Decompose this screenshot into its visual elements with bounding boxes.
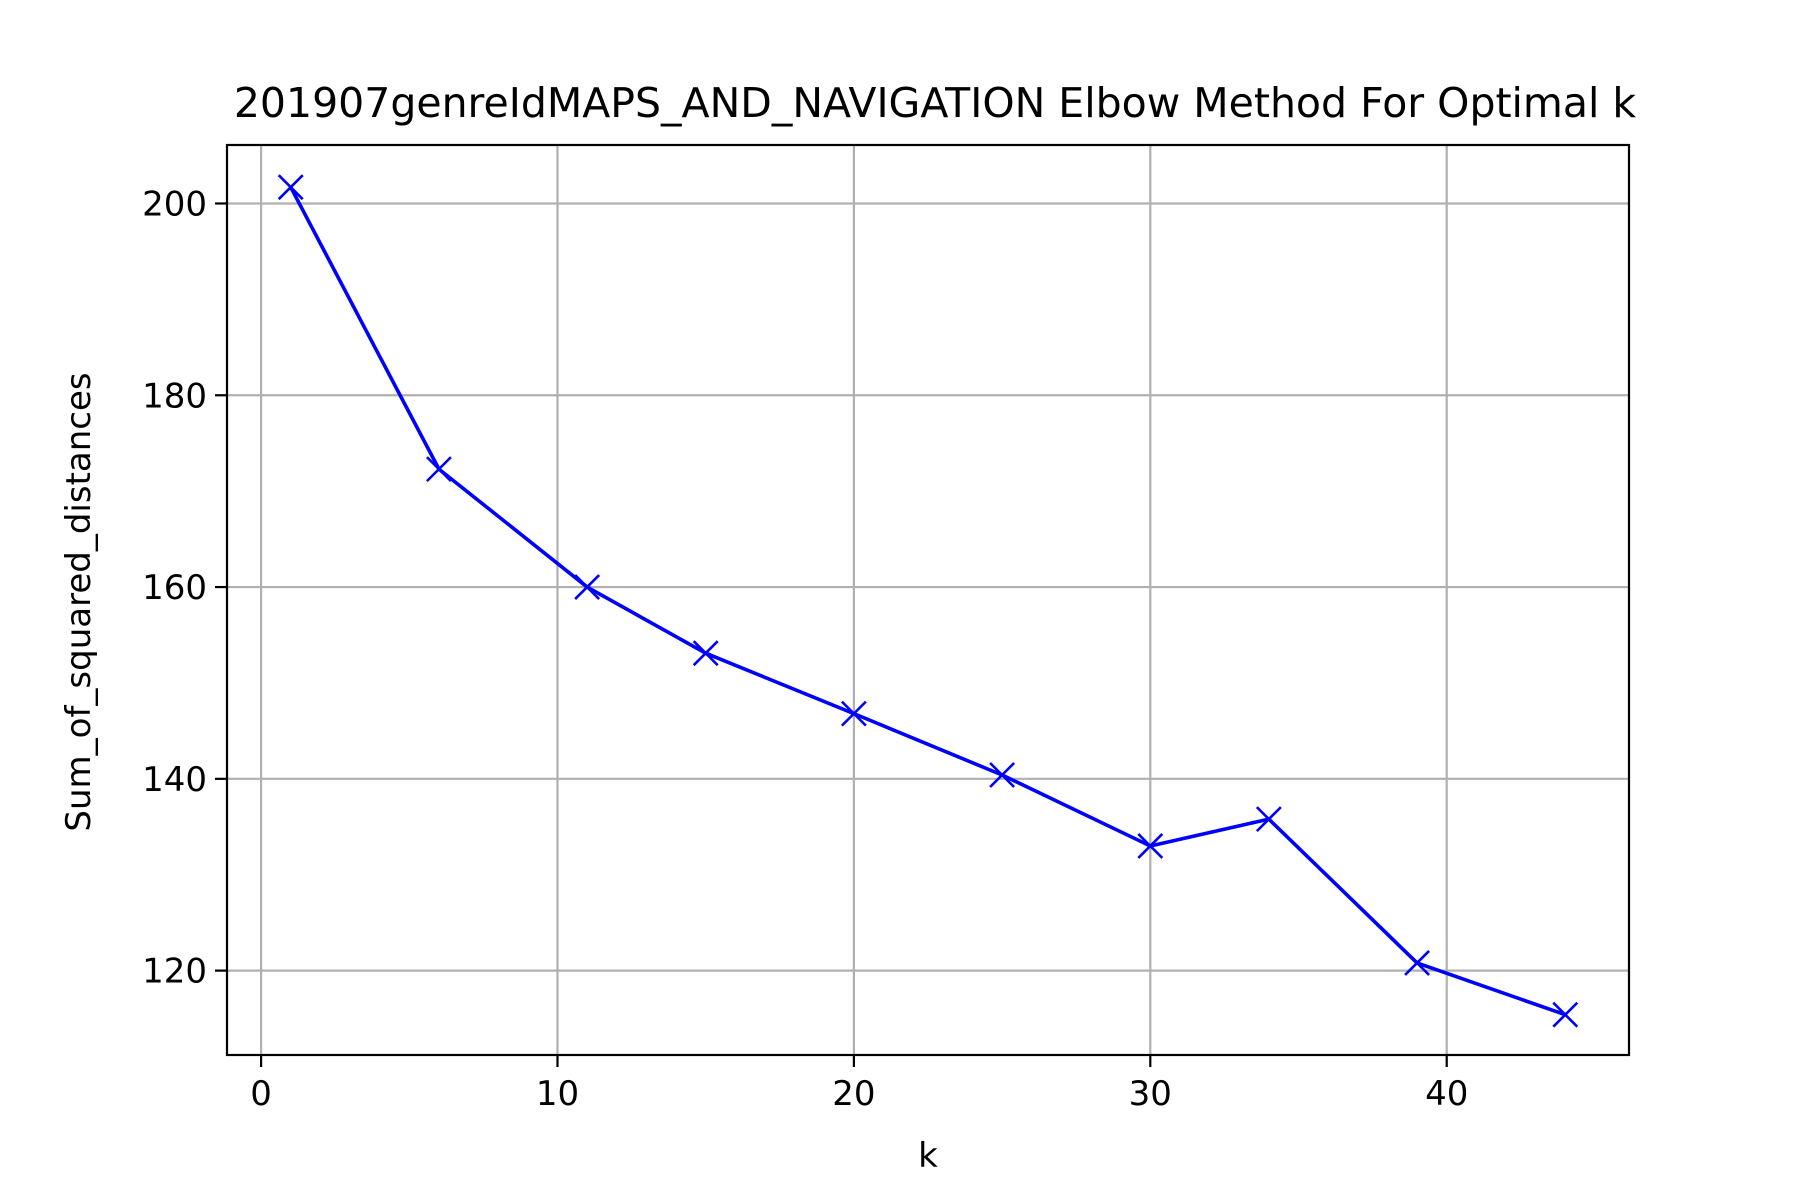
x-axis-ticks: 0 10 20 30 40 bbox=[250, 1055, 1468, 1114]
data-point-marker bbox=[692, 640, 719, 667]
x-tick-label: 10 bbox=[536, 1074, 579, 1114]
x-axis-label: k bbox=[918, 1136, 938, 1176]
data-point-marker bbox=[989, 762, 1016, 788]
x-tick-label: 40 bbox=[1425, 1074, 1468, 1114]
y-tick-label: 120 bbox=[142, 952, 207, 992]
y-tick-label: 200 bbox=[142, 184, 207, 224]
data-point-marker bbox=[1255, 806, 1282, 833]
x-tick-label: 30 bbox=[1129, 1074, 1172, 1114]
x-tick-label: 0 bbox=[250, 1074, 272, 1114]
data-point-marker bbox=[840, 700, 867, 727]
y-axis-ticks: 120 140 160 180 200 bbox=[142, 184, 227, 992]
y-tick-label: 160 bbox=[142, 568, 207, 608]
chart-title: 201907genreIdMAPS_AND_NAVIGATION Elbow M… bbox=[234, 79, 1637, 127]
data-point-marker bbox=[1137, 833, 1164, 859]
data-point-marker bbox=[277, 174, 304, 201]
y-tick-label: 180 bbox=[142, 376, 207, 416]
y-axis-label: Sum_of_squared_distances bbox=[59, 372, 99, 831]
series-line bbox=[289, 186, 1566, 1017]
x-tick-label: 20 bbox=[832, 1074, 875, 1114]
series-layer bbox=[277, 174, 1579, 1028]
data-point-marker bbox=[1404, 950, 1430, 976]
y-tick-label: 140 bbox=[142, 760, 207, 800]
data-point-marker bbox=[574, 574, 601, 600]
plot-frame bbox=[225, 143, 1631, 1057]
grid-lines bbox=[227, 145, 1629, 1055]
data-point-marker bbox=[1552, 1001, 1579, 1028]
data-point-marker bbox=[426, 456, 452, 483]
